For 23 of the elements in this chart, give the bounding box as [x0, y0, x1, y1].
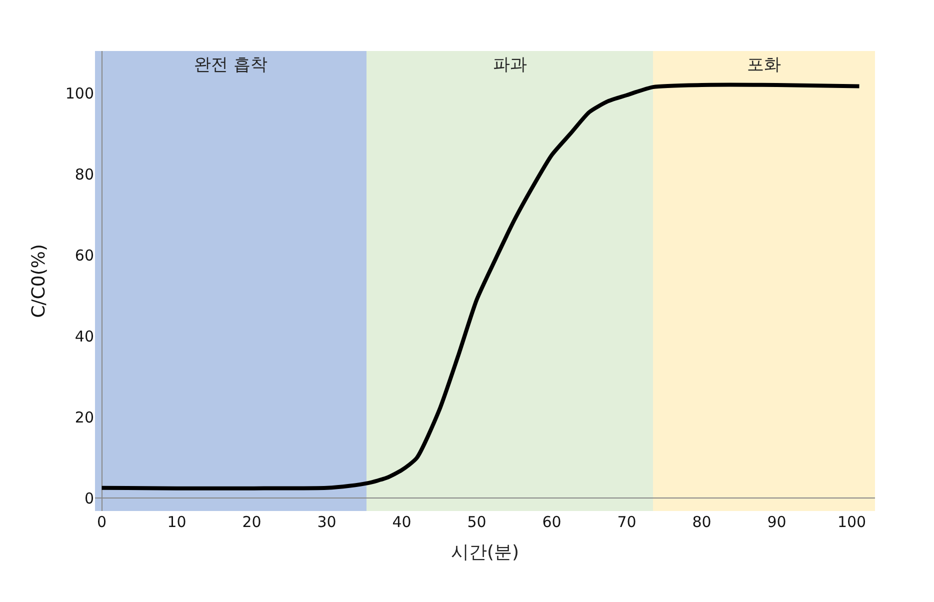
- y-tick-label: 80: [74, 165, 94, 184]
- x-tick-label: 0: [96, 513, 107, 531]
- y-axis-title: C/C0(%): [28, 244, 50, 318]
- x-tick-label: 60: [542, 513, 562, 531]
- x-tick-label: 90: [767, 513, 786, 531]
- band-label: 포화: [747, 55, 781, 75]
- x-tick-label: 80: [692, 513, 712, 531]
- x-axis-title: 시간(분): [450, 542, 520, 564]
- x-tick-label: 40: [392, 513, 412, 531]
- y-tick-label: 100: [65, 84, 94, 102]
- x-tick-label: 100: [837, 513, 866, 531]
- y-tick-label: 60: [74, 246, 94, 264]
- line-series: [100, 82, 862, 490]
- x-tick-label: 30: [317, 513, 336, 531]
- y-tick-label: 20: [74, 408, 94, 426]
- x-tick-label: 70: [617, 513, 636, 531]
- y-tick-label: 40: [74, 327, 94, 346]
- band-label: 파과: [493, 55, 527, 75]
- x-tick-label: 50: [467, 513, 486, 531]
- x-tick-label: 10: [167, 513, 186, 531]
- y-tick-label: 0: [84, 489, 94, 508]
- x-tick-label: 20: [242, 513, 262, 531]
- band-label: 완전 흡착: [194, 55, 268, 75]
